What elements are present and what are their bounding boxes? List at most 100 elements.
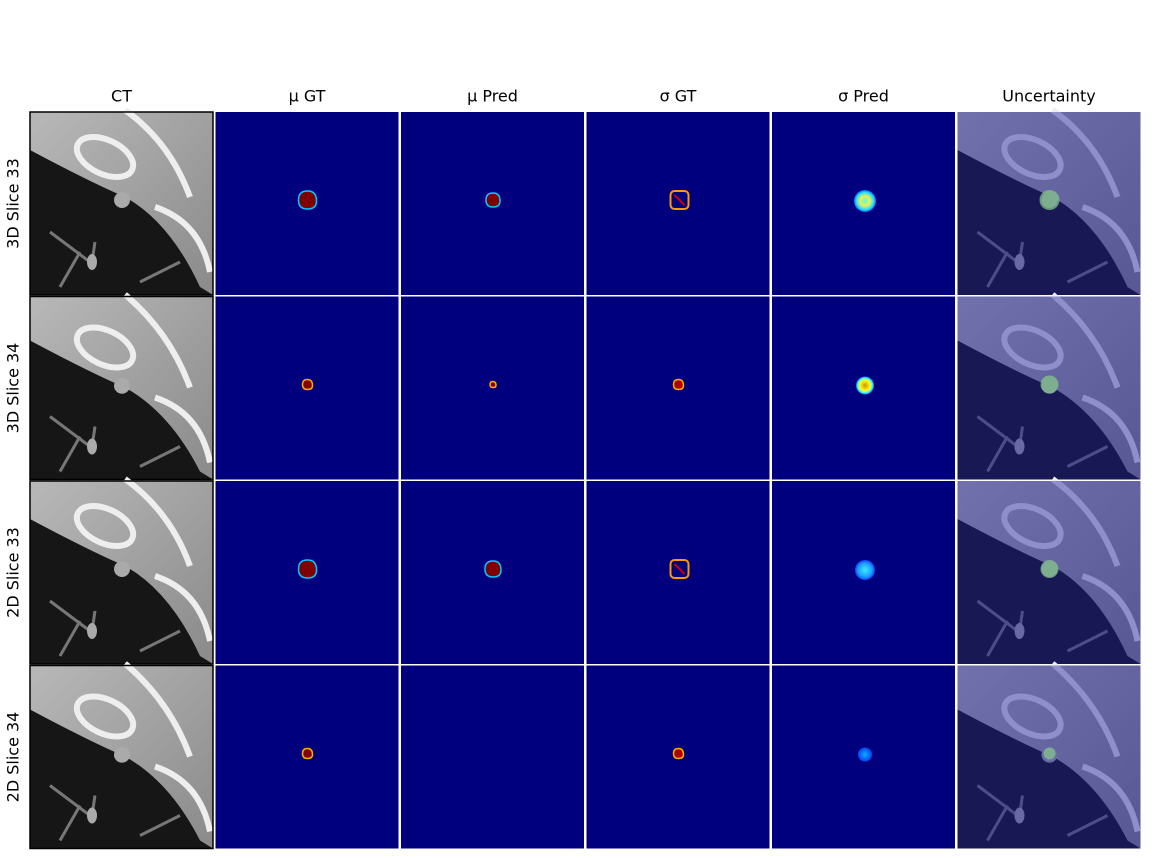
rib bbox=[73, 503, 137, 549]
rib bbox=[1050, 107, 1121, 199]
uncertainty-blob bbox=[1043, 747, 1056, 760]
blob bbox=[672, 747, 685, 760]
panel bbox=[772, 481, 955, 664]
rib bbox=[154, 394, 213, 464]
rib bbox=[154, 573, 213, 642]
panel bbox=[957, 107, 1141, 295]
rib bbox=[1050, 292, 1121, 389]
rib bbox=[1050, 476, 1121, 568]
rib bbox=[1081, 763, 1141, 833]
blob bbox=[489, 380, 497, 389]
rib bbox=[1001, 324, 1064, 371]
vessels bbox=[976, 230, 1109, 288]
nodule bbox=[114, 377, 130, 394]
row-label: 3D Slice 33 bbox=[4, 158, 23, 249]
column-title: μ GT bbox=[289, 87, 326, 106]
row-label: 3D Slice 34 bbox=[4, 343, 23, 434]
vessel bbox=[87, 254, 97, 270]
panel-border bbox=[29, 111, 214, 296]
rib bbox=[123, 661, 193, 758]
rib bbox=[123, 107, 193, 199]
panel bbox=[401, 296, 584, 480]
blob bbox=[297, 559, 318, 579]
rib bbox=[1001, 503, 1064, 549]
rib bbox=[1081, 204, 1141, 273]
column-title: μ Pred bbox=[467, 87, 518, 106]
panel-border bbox=[29, 295, 214, 481]
vessels bbox=[49, 784, 181, 842]
nodule bbox=[114, 746, 130, 763]
panel bbox=[29, 292, 214, 481]
panel bbox=[586, 481, 770, 664]
vessel bbox=[1014, 254, 1025, 270]
sigma-blob bbox=[858, 747, 872, 762]
column-title: σ GT bbox=[660, 87, 697, 106]
blob bbox=[672, 378, 685, 391]
panel bbox=[29, 107, 214, 296]
ring-inner bbox=[673, 563, 686, 575]
ring-inner bbox=[673, 194, 686, 206]
rib bbox=[154, 204, 213, 273]
panel bbox=[401, 112, 584, 295]
panel bbox=[401, 665, 584, 849]
vessels bbox=[49, 230, 181, 288]
column-title: CT bbox=[111, 87, 132, 106]
rib bbox=[73, 134, 137, 180]
sigma-blob bbox=[854, 190, 876, 212]
vessel bbox=[1014, 438, 1025, 455]
panel-border bbox=[29, 664, 214, 850]
vessel bbox=[87, 623, 97, 639]
vessels bbox=[976, 415, 1109, 473]
panel bbox=[215, 481, 399, 664]
panel-border bbox=[29, 480, 214, 665]
rib bbox=[1081, 573, 1141, 642]
blob bbox=[484, 560, 502, 578]
vessel bbox=[1014, 807, 1025, 824]
blob bbox=[485, 192, 501, 208]
vessels bbox=[976, 784, 1109, 842]
uncertainty-blob bbox=[1039, 190, 1060, 210]
rib bbox=[154, 763, 213, 833]
rib bbox=[1001, 693, 1064, 740]
nodule bbox=[114, 561, 130, 577]
rib bbox=[1001, 134, 1064, 180]
column-title: Uncertainty bbox=[1002, 87, 1095, 106]
panel-bg bbox=[401, 665, 584, 849]
uncertainty-blob bbox=[1040, 375, 1059, 394]
rib bbox=[1081, 394, 1141, 464]
panel bbox=[772, 112, 955, 295]
vessel bbox=[1014, 623, 1025, 639]
panel bbox=[586, 665, 770, 849]
blob bbox=[297, 190, 318, 210]
vessel bbox=[87, 438, 97, 455]
blob bbox=[301, 747, 314, 760]
panel bbox=[957, 476, 1141, 664]
vessels bbox=[976, 599, 1109, 657]
vessels bbox=[49, 599, 181, 657]
blob bbox=[301, 378, 314, 391]
vessel bbox=[87, 807, 97, 824]
panel bbox=[772, 665, 955, 849]
rib bbox=[123, 476, 193, 568]
panel bbox=[29, 476, 214, 665]
column-title: σ Pred bbox=[838, 87, 889, 106]
rib bbox=[1050, 661, 1121, 758]
rib bbox=[123, 292, 193, 389]
sigma-blob bbox=[856, 376, 874, 395]
vessels bbox=[49, 415, 181, 473]
panel bbox=[586, 112, 770, 295]
panel bbox=[957, 292, 1141, 480]
row-label: 2D Slice 33 bbox=[4, 527, 23, 618]
panel bbox=[215, 296, 399, 480]
panel bbox=[29, 661, 214, 850]
panel bbox=[215, 665, 399, 849]
panel bbox=[401, 481, 584, 664]
uncertainty-blob bbox=[1040, 560, 1059, 578]
rib bbox=[73, 693, 137, 740]
panel bbox=[957, 661, 1141, 849]
rib bbox=[73, 324, 137, 371]
sigma-blob bbox=[855, 560, 875, 580]
nodule bbox=[114, 192, 130, 208]
panel bbox=[215, 112, 399, 295]
